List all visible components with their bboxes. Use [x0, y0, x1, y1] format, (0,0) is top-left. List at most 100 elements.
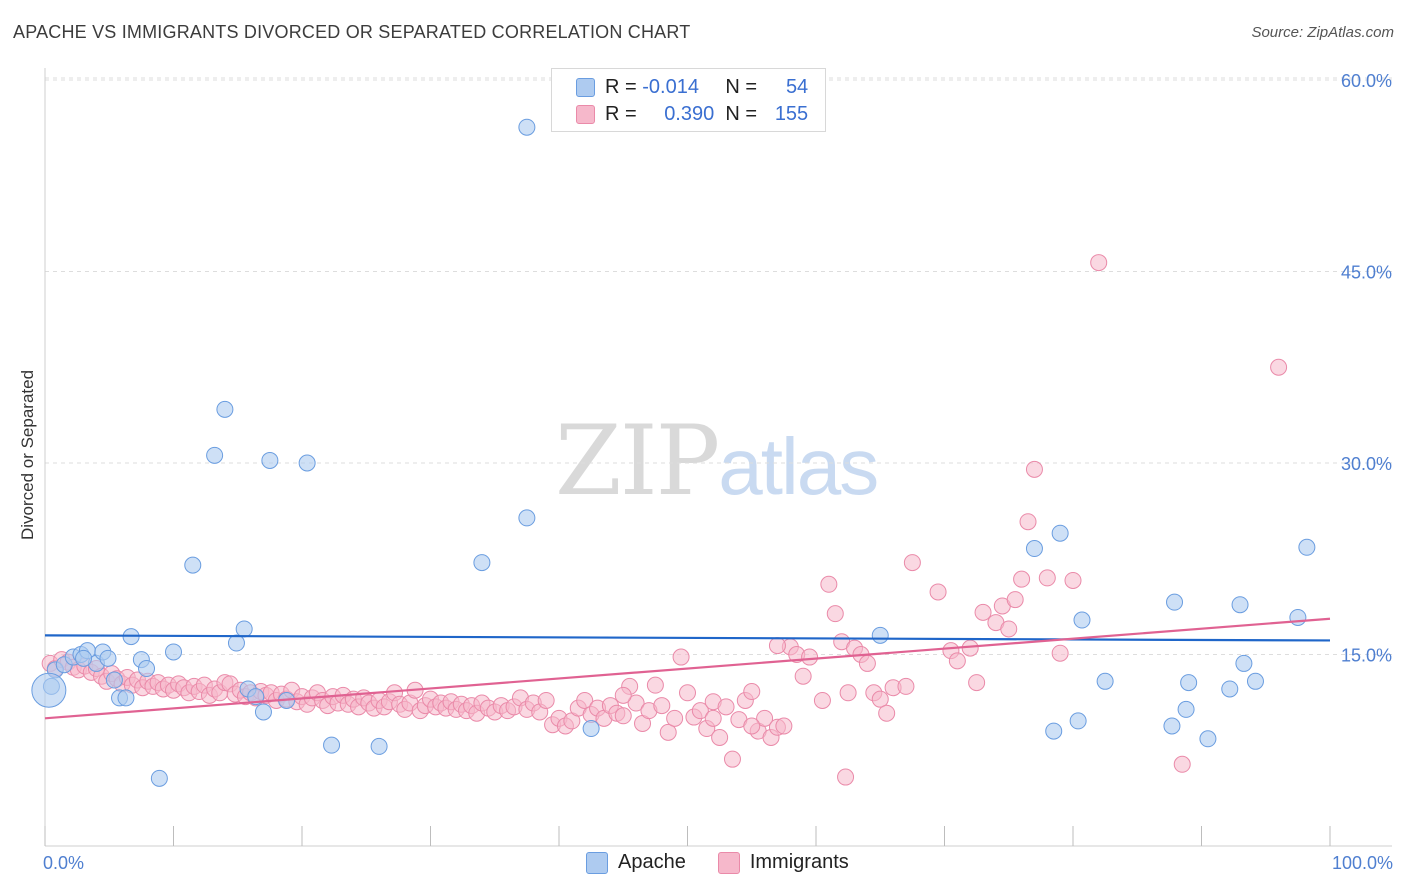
immigrants-point — [1051, 644, 1069, 662]
apache-point — [99, 649, 117, 667]
watermark: ZIPatlas — [555, 405, 879, 517]
apache-point — [1177, 700, 1195, 718]
immigrants-point — [968, 674, 986, 692]
immigrants-point — [871, 690, 889, 708]
legend-item-apache: Apache — [586, 851, 686, 874]
immigrants-r-value: 0.390 — [664, 102, 715, 125]
apache-point — [1163, 717, 1181, 735]
immigrants-point — [1173, 755, 1191, 773]
immigrants-point — [1000, 620, 1018, 638]
axis-layer — [44, 68, 1392, 847]
immigrants-point — [801, 648, 819, 666]
immigrants-point — [723, 750, 741, 768]
immigrants-point — [646, 676, 664, 694]
immigrants-point — [653, 697, 671, 715]
immigrants-point — [878, 704, 896, 722]
immigrants-point — [679, 684, 696, 702]
apache-point — [1289, 608, 1307, 626]
apache-trend-line — [44, 634, 1331, 642]
immigrants-point — [1064, 571, 1082, 589]
y-tick-label: 60.0% — [1341, 71, 1392, 91]
apache-swatch — [576, 77, 595, 97]
chart-title: APACHE VS IMMIGRANTS DIVORCED OR SEPARAT… — [13, 22, 691, 42]
immigrants-point — [743, 683, 761, 701]
immigrants-point — [1270, 358, 1288, 376]
apache-point — [1231, 596, 1249, 614]
immigrants-point — [576, 691, 594, 709]
immigrants-point — [897, 677, 915, 695]
immigrants-point — [704, 709, 722, 727]
immigrants-point — [627, 694, 645, 712]
apache-point — [582, 720, 600, 738]
apache-point — [227, 634, 245, 652]
immigrants-point — [659, 723, 677, 741]
immigrants-r-label: R = — [605, 102, 637, 125]
immigrants-point — [1013, 570, 1031, 588]
immigrants-legend-swatch — [717, 851, 740, 874]
immigrants-points — [41, 254, 1288, 786]
apache-point — [105, 671, 123, 689]
immigrants-point — [1025, 460, 1043, 478]
apache-point — [370, 737, 388, 755]
apache-point — [254, 703, 272, 721]
series-legend: Apache Immigrants — [586, 851, 881, 874]
immigrants-n-value: 155 — [774, 102, 809, 125]
trend-lines — [44, 617, 1331, 720]
immigrants-point — [614, 686, 632, 704]
apache-point — [1051, 524, 1069, 542]
legend-row-apache: R = -0.014 N = 54 — [576, 74, 808, 100]
immigrants-point — [903, 554, 921, 572]
apache-point — [518, 118, 536, 136]
apache-large-point — [31, 672, 67, 708]
immigrants-point — [775, 717, 793, 735]
chart-source: Source: ZipAtlas.com — [1251, 24, 1394, 41]
apache-r-label: R = — [605, 75, 637, 98]
immigrants-point — [1038, 569, 1056, 587]
legend-item-immigrants: Immigrants — [717, 851, 849, 874]
apache-n-label: N = — [725, 75, 758, 98]
correlation-legend: R = -0.014 N = 54 R = 0.390 N = 155 — [551, 68, 826, 132]
apache-point — [216, 400, 234, 418]
immigrants-legend-label: Immigrants — [749, 851, 849, 873]
apache-point — [150, 769, 168, 787]
immigrants-point — [1090, 254, 1108, 272]
immigrants-point — [1019, 513, 1037, 531]
immigrants-swatch — [576, 104, 595, 124]
immigrants-point — [826, 605, 844, 623]
x-tick-label-min: 0.0% — [43, 853, 84, 873]
y-tick-label: 15.0% — [1341, 646, 1392, 666]
immigrants-point — [820, 575, 838, 593]
apache-point — [117, 689, 135, 707]
immigrants-point — [794, 667, 812, 685]
apache-point — [1180, 674, 1198, 692]
apache-point — [75, 649, 93, 667]
apache-point — [518, 509, 536, 527]
apache-point — [1069, 712, 1087, 730]
apache-point — [138, 660, 156, 678]
immigrants-point — [837, 768, 855, 786]
apache-point — [261, 451, 279, 469]
apache-point — [1235, 654, 1253, 672]
immigrants-point — [839, 684, 857, 702]
apache-point — [235, 620, 253, 638]
immigrants-point — [813, 691, 831, 709]
immigrants-point — [717, 698, 735, 716]
apache-point — [1096, 672, 1114, 690]
immigrants-point — [768, 637, 786, 655]
immigrants-point — [858, 654, 876, 672]
apache-legend-label: Apache — [618, 851, 686, 873]
immigrants-point — [948, 652, 966, 670]
apache-legend-swatch — [586, 851, 608, 874]
apache-point — [1298, 538, 1316, 556]
apache-r-value: -0.014 — [642, 75, 699, 98]
immigrants-point — [1006, 591, 1024, 609]
legend-row-immigrants: R = 0.390 N = 155 — [576, 101, 808, 127]
apache-point — [206, 446, 224, 464]
watermark-zip: ZIP — [555, 405, 720, 517]
immigrants-point — [711, 728, 729, 746]
apache-point — [165, 643, 182, 661]
apache-point — [298, 454, 316, 472]
y-tick-label: 30.0% — [1341, 454, 1392, 474]
immigrants-point — [537, 691, 555, 709]
immigrants-point — [614, 707, 632, 725]
